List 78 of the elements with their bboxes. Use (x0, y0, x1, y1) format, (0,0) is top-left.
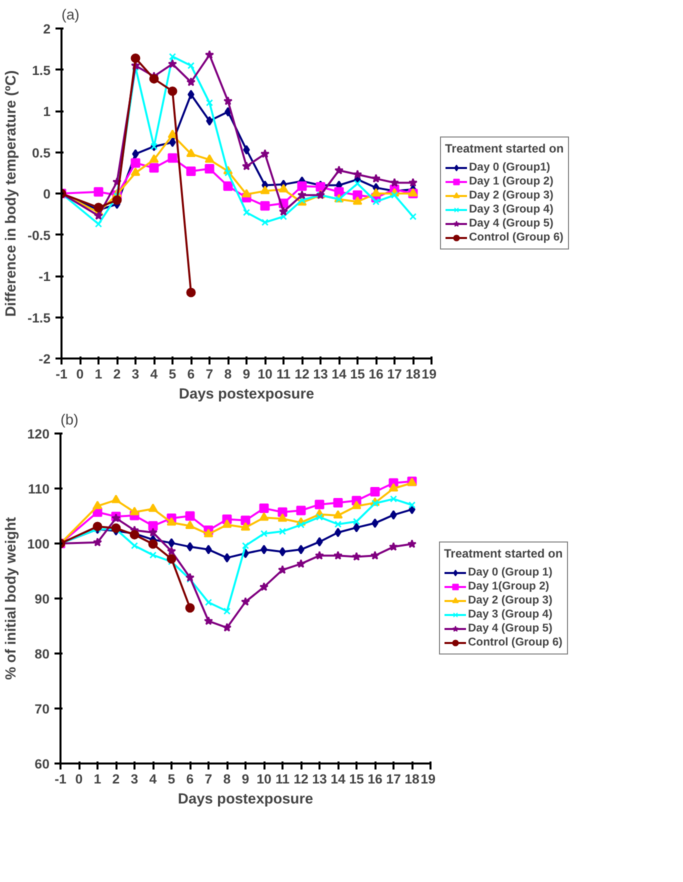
x-axis-title: Days postexposure (178, 386, 314, 402)
x-tick-label: 2 (112, 772, 120, 786)
y-tick-label: 120 (27, 426, 50, 442)
legend-title: Treatment started on (445, 142, 564, 156)
x-tick-label: 16 (368, 772, 382, 786)
x-tick-label: 8 (223, 772, 231, 786)
x-tick-label: 18 (406, 366, 420, 382)
y-tick-label: 60 (34, 756, 50, 772)
legend-title: Treatment started on (444, 546, 563, 560)
x-tick-label: 8 (224, 366, 232, 382)
x-tick-label: 12 (294, 366, 310, 382)
x-tick-label: 19 (422, 366, 437, 382)
y-tick-label: -1 (38, 269, 52, 284)
x-tick-label: 14 (330, 772, 346, 786)
y-tick-label: -2 (38, 352, 51, 366)
x-tick-label: 1 (94, 772, 102, 786)
x-tick-label: 13 (313, 366, 328, 382)
x-tick-label: 0 (75, 772, 83, 786)
y-axis-title: Difference in body temperature (ºC) (4, 70, 20, 317)
legend-label: Day 4 (Group 5) (469, 216, 554, 230)
x-tick-label: 5 (168, 772, 176, 786)
x-tick-label: -1 (54, 772, 68, 786)
y-tick-label: 1 (43, 104, 52, 119)
x-tick-label: 5 (168, 366, 177, 382)
x-tick-label: 0 (76, 366, 84, 382)
legend-label: Day 0 (Group1) (469, 160, 550, 174)
x-tick-label: 9 (242, 772, 250, 786)
x-tick-label: 10 (256, 772, 272, 786)
chart-title: (a) (62, 8, 80, 24)
y-tick-label: -0.5 (28, 228, 52, 243)
y-tick-label: 90 (34, 592, 50, 606)
x-tick-label: 11 (276, 366, 292, 382)
y-tick-label: 0 (43, 186, 51, 202)
x-tick-label: 15 (349, 772, 364, 786)
x-tick-label: 6 (186, 772, 194, 786)
y-tick-label: 80 (34, 646, 50, 662)
x-tick-label: 14 (332, 366, 347, 382)
y-axis-title: % of initial body weight (3, 516, 20, 680)
legend-label: Day 3 (Group 4) (468, 608, 552, 622)
x-tick-label: 13 (312, 772, 327, 786)
x-tick-label: 11 (275, 772, 290, 786)
x-tick-label: 4 (149, 772, 158, 786)
x-tick-label: 1 (94, 366, 103, 382)
x-tick-label: 19 (420, 772, 436, 786)
x-tick-label: 3 (130, 772, 138, 786)
legend-label: Day 0 (Group 1) (468, 566, 552, 580)
x-tick-label: 9 (242, 366, 250, 382)
x-tick-label: 2 (113, 366, 121, 382)
x-tick-label: 16 (368, 366, 384, 382)
x-tick-label: 4 (150, 366, 158, 382)
x-tick-label: 6 (187, 366, 195, 382)
x-tick-label: 7 (206, 366, 214, 382)
y-tick-label: -1.5 (28, 310, 52, 326)
x-tick-label: 7 (204, 772, 212, 786)
x-tick-label: 3 (132, 366, 140, 382)
legend-label: Control (Group 6) (469, 230, 564, 244)
legend-label: Day 2 (Group 3) (468, 594, 552, 608)
x-tick-label: 15 (350, 366, 366, 382)
x-tick-label: 17 (386, 772, 401, 786)
y-tick-label: 100 (27, 536, 50, 552)
x-tick-label: 10 (258, 366, 272, 382)
legend-label: Day 4 (Group 5) (468, 622, 552, 636)
x-axis-title: Days postexposure (178, 792, 314, 808)
x-tick-label: 17 (387, 366, 402, 382)
legend-label: Day 2 (Group 3) (469, 188, 554, 202)
legend-label: Day 3 (Group 4) (469, 202, 554, 216)
chart-title: (b) (60, 412, 78, 428)
y-tick-label: 70 (34, 702, 50, 716)
y-tick-label: 1.5 (32, 62, 52, 78)
legend-label: Day 1(Group 2) (468, 580, 550, 594)
x-tick-label: 18 (404, 772, 420, 786)
x-tick-label: 12 (294, 772, 308, 786)
legend-label: Day 1 (Group 2) (469, 174, 554, 188)
x-tick-label: -1 (56, 366, 68, 382)
y-tick-label: 110 (28, 482, 50, 496)
legend-label: Control (Group 6) (468, 636, 562, 650)
y-tick-label: 0.5 (32, 145, 52, 160)
y-tick-label: 2 (43, 22, 51, 36)
